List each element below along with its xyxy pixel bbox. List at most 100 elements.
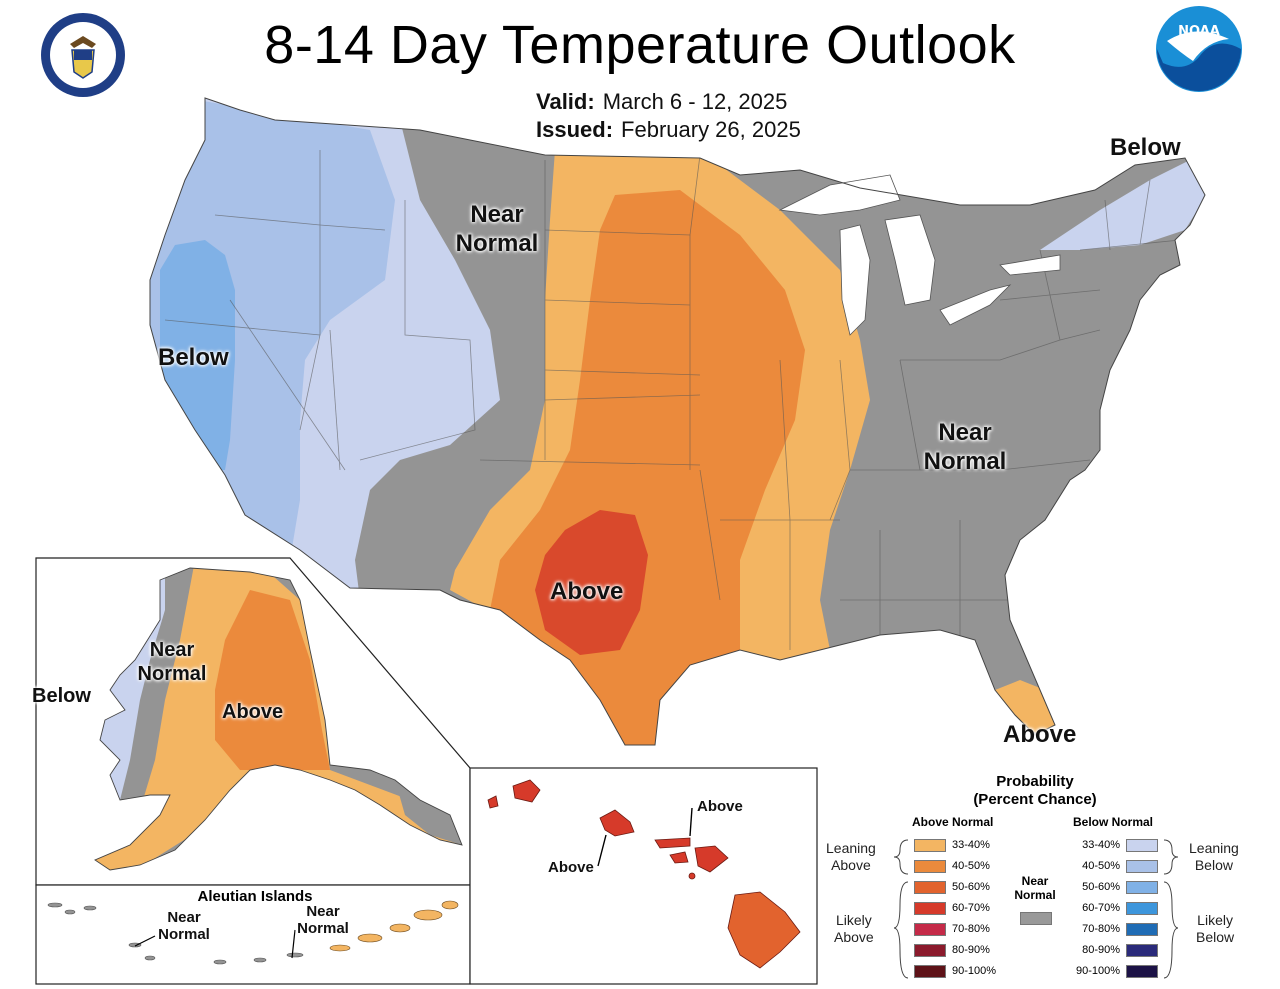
- legend-title-line2: (Percent Chance): [973, 791, 1097, 808]
- legend-below-label: 50-60%: [1082, 881, 1120, 893]
- commerce-seal-logo: [40, 12, 126, 98]
- issued-line: Issued: February 26, 2025: [536, 117, 801, 143]
- map-title: 8-14 Day Temperature Outlook: [264, 15, 1016, 75]
- legend-below-swatch: [1126, 838, 1158, 852]
- legend-above-label: 80-90%: [952, 944, 990, 956]
- label-east-near-normal-line2: Normal: [923, 448, 1007, 475]
- legend-above-row: 33-40%: [914, 837, 1002, 853]
- label-alaska-near-line1: Near: [149, 639, 195, 661]
- label-east-near-normal: Near Normal: [918, 418, 1012, 476]
- legend-above-label: 90-100%: [952, 965, 997, 977]
- legend-above-row: 90-100%: [914, 963, 1002, 979]
- legend-below-row: 70-80%: [1070, 921, 1158, 937]
- noaa-logo-text: NOAA: [1178, 24, 1220, 39]
- legend-below-swatch: [1126, 880, 1158, 894]
- legend-below-label: 70-80%: [1082, 923, 1120, 935]
- aleutian-islands: [47, 902, 304, 965]
- conus-outline: [149, 97, 1206, 746]
- legend-likely-below-line2: Below: [1196, 929, 1235, 945]
- legend-leaning-above-line1: Leaning: [826, 840, 876, 856]
- legend-above-row: 60-70%: [914, 900, 1002, 916]
- legend-near-header-line2: Normal: [1014, 888, 1056, 902]
- legend-leaning-above-line2: Above: [831, 857, 871, 873]
- label-near-normal-central: Near Normal: [452, 200, 542, 258]
- legend-above-header: Above Normal: [912, 815, 994, 829]
- great-lakes: [778, 174, 1061, 336]
- label-northeast-below: Below: [1110, 134, 1181, 161]
- legend-below-label: 33-40%: [1082, 839, 1120, 851]
- aleutian-above-islands: [329, 900, 459, 952]
- label-central-above: Above: [550, 578, 624, 605]
- hawaii-big-island: [727, 891, 801, 969]
- legend-above-swatch: [914, 922, 946, 936]
- legend-above-swatch: [914, 943, 946, 957]
- legend-below-label: 80-90%: [1082, 944, 1120, 956]
- legend-above-swatch: [914, 880, 946, 894]
- legend-leaning-below-line2: Below: [1194, 857, 1233, 873]
- label-aleutian-near-b-line2: Normal: [297, 920, 349, 937]
- legend-below-header: Below Normal: [1073, 815, 1154, 829]
- legend-above-row: 70-80%: [914, 921, 1002, 937]
- legend-below-swatch: [1126, 922, 1158, 936]
- label-east-near-normal-line1: Near: [938, 419, 992, 446]
- legend-above-label: 50-60%: [952, 881, 990, 893]
- legend-below-label: 60-70%: [1082, 902, 1120, 914]
- issued-value: February 26, 2025: [621, 117, 801, 142]
- legend-above-swatch: [914, 964, 946, 978]
- aleutian-title: Aleutian Islands: [197, 888, 313, 905]
- legend-near-header-line1: Near: [1021, 874, 1049, 888]
- legend-above-row: 80-90%: [914, 942, 1002, 958]
- legend-below-swatch: [1126, 943, 1158, 957]
- legend-leaning-above: Leaning Above: [826, 840, 876, 874]
- hawaii-pointers: [597, 807, 693, 867]
- legend-above-row: 40-50%: [914, 858, 1002, 874]
- legend-above-label: 60-70%: [952, 902, 990, 914]
- label-aleutian-near-b-line1: Near: [306, 903, 340, 920]
- legend-above-label: 40-50%: [952, 860, 990, 872]
- legend-braces: [893, 839, 1179, 979]
- legend-above-row: 50-60%: [914, 879, 1002, 895]
- noaa-logo: NOAA: [1155, 5, 1243, 93]
- label-alaska-above: Above: [222, 701, 284, 723]
- aleutian-pointers: [134, 929, 296, 959]
- label-aleutian-near-b: Near Normal: [295, 903, 351, 937]
- label-west-below: Below: [158, 344, 229, 371]
- legend-title-line1: Probability: [996, 773, 1074, 790]
- label-near-normal-central-line1: Near: [470, 201, 524, 228]
- label-florida-above: Above: [1003, 721, 1077, 748]
- legend-below-swatch: [1126, 859, 1158, 873]
- alaska-outline: [94, 567, 463, 871]
- label-aleutian-near-a-line2: Normal: [158, 926, 210, 943]
- legend-near-header: Near Normal: [1012, 874, 1058, 902]
- label-hawaii-above-2: Above: [548, 859, 594, 876]
- legend-above-swatch: [914, 838, 946, 852]
- hawaii-islands: [487, 779, 729, 880]
- label-aleutian-near-a-line1: Near: [167, 909, 201, 926]
- legend-above-swatch: [914, 901, 946, 915]
- issued-label: Issued:: [536, 117, 614, 142]
- legend-above-label: 33-40%: [952, 839, 990, 851]
- legend-below-label: 90-100%: [1075, 965, 1120, 977]
- label-hawaii-above-1: Above: [697, 798, 743, 815]
- legend-likely-above-line2: Above: [834, 929, 874, 945]
- valid-label: Valid:: [536, 89, 595, 114]
- legend-below-row: 33-40%: [1070, 837, 1158, 853]
- legend-near-normal-swatch: [1020, 912, 1052, 925]
- legend-below-row: 50-60%: [1070, 879, 1158, 895]
- legend-below-row: 80-90%: [1070, 942, 1158, 958]
- label-alaska-near-normal: Near Normal: [133, 638, 211, 686]
- legend-likely-below-line1: Likely: [1197, 912, 1233, 928]
- above-50-60-region: [535, 510, 648, 655]
- legend-likely-above-line1: Likely: [835, 912, 872, 928]
- label-aleutian-near-a: Near Normal: [156, 909, 212, 943]
- state-borders: [164, 150, 1181, 650]
- aleutian-inset-frame: [35, 884, 471, 985]
- legend-likely-below: Likely Below: [1196, 912, 1234, 946]
- legend-above-swatch: [914, 859, 946, 873]
- legend-leaning-below: Leaning Below: [1189, 840, 1239, 874]
- legend-below-label: 40-50%: [1082, 860, 1120, 872]
- legend-below-row: 60-70%: [1070, 900, 1158, 916]
- label-alaska-below: Below: [32, 685, 91, 707]
- valid-line: Valid: March 6 - 12, 2025: [536, 89, 787, 115]
